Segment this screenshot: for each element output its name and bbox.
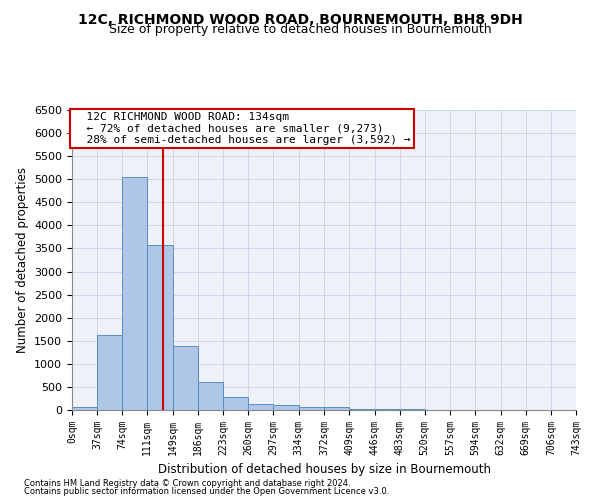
Bar (198, 382, 223, 410)
Bar (299, 407, 325, 410)
Bar (223, 396, 248, 410)
Bar (374, 409, 400, 410)
Text: 12C RICHMOND WOOD ROAD: 134sqm
  ← 72% of detached houses are smaller (9,273)
  : 12C RICHMOND WOOD ROAD: 134sqm ← 72% of … (73, 112, 411, 145)
Text: Contains HM Land Registry data © Crown copyright and database right 2024.: Contains HM Land Registry data © Crown c… (24, 478, 350, 488)
Text: Contains public sector information licensed under the Open Government Licence v3: Contains public sector information licen… (24, 487, 389, 496)
Bar (325, 407, 349, 410)
Bar (274, 406, 299, 410)
Bar (349, 408, 374, 410)
Bar (248, 404, 274, 410)
Bar (97, 335, 122, 410)
Y-axis label: Number of detached properties: Number of detached properties (16, 167, 29, 353)
Bar (147, 245, 173, 410)
Bar (173, 346, 198, 410)
Text: Size of property relative to detached houses in Bournemouth: Size of property relative to detached ho… (109, 22, 491, 36)
Bar (72, 407, 97, 410)
Bar (122, 177, 147, 410)
Text: 12C, RICHMOND WOOD ROAD, BOURNEMOUTH, BH8 9DH: 12C, RICHMOND WOOD ROAD, BOURNEMOUTH, BH… (77, 12, 523, 26)
X-axis label: Distribution of detached houses by size in Bournemouth: Distribution of detached houses by size … (157, 464, 491, 476)
